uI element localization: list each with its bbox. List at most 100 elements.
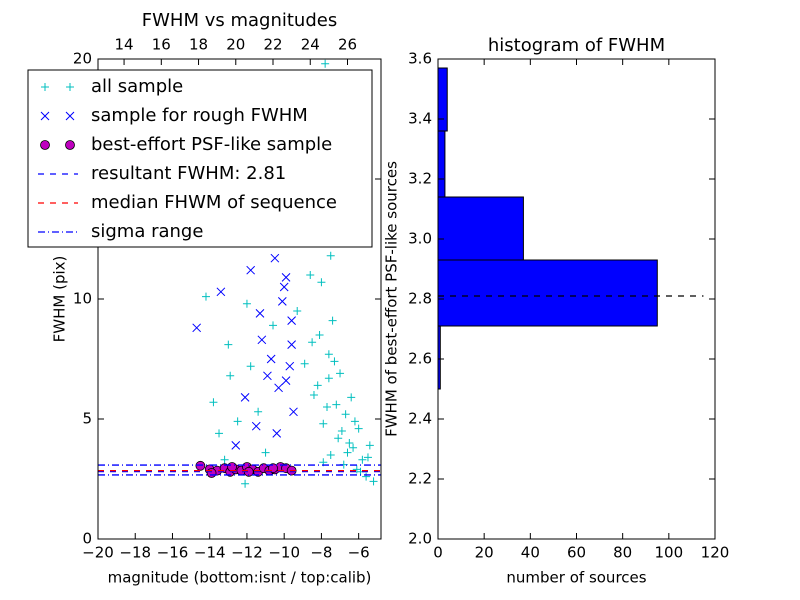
plus-marker: [350, 417, 359, 426]
y-tick-label: 3.6: [408, 50, 432, 68]
cross-marker: [65, 111, 75, 121]
cross-marker: [255, 309, 265, 318]
chart-title: FWHM vs magnitudes: [142, 10, 337, 31]
plus-marker: [66, 83, 74, 91]
cross-marker: [270, 253, 280, 263]
plus-marker: [209, 398, 218, 407]
plus-marker: [319, 419, 328, 428]
plus-marker: [354, 424, 363, 433]
plus-marker: [315, 331, 324, 339]
x-tick-label: −16: [157, 544, 189, 562]
cross-marker: [246, 265, 256, 275]
y-axis-label: FWHM (pix): [51, 256, 69, 343]
y-tick-label: 5: [82, 410, 92, 428]
cross-marker: [272, 429, 282, 438]
legend-label: best-effort PSF-like sample: [91, 134, 332, 155]
x-tick-label: −10: [268, 544, 300, 562]
y-tick-label: 2.4: [408, 410, 432, 428]
plus-marker: [293, 307, 302, 315]
plus-marker: [242, 299, 251, 308]
y-tick-label: 2.6: [408, 350, 432, 368]
plus-marker: [254, 407, 263, 416]
plus-marker: [358, 455, 367, 464]
x-tick-label: −6: [348, 544, 370, 562]
plus-marker: [326, 251, 335, 260]
plus-marker: [246, 362, 255, 371]
cross-marker: [277, 297, 287, 306]
cross-marker: [289, 407, 298, 417]
plus-marker: [233, 417, 242, 426]
cross-marker: [40, 111, 50, 121]
plus-marker: [323, 403, 332, 411]
cross-marker: [279, 282, 289, 292]
x2-tick-label: 24: [301, 36, 320, 54]
plus-marker: [300, 359, 309, 368]
x-tick-label: 0: [433, 544, 443, 562]
plus-marker: [347, 393, 356, 402]
y-tick-label: 2.0: [408, 530, 432, 548]
cross-marker: [240, 393, 250, 402]
x-axis-label: magnitude (bottom:isnt / top:calib): [108, 569, 372, 587]
cross-marker: [263, 371, 272, 381]
plus-marker: [341, 410, 350, 419]
histogram-bar: [437, 130, 446, 198]
plus-marker: [328, 316, 337, 325]
plus-marker: [326, 451, 335, 459]
x-axis-label: number of sources: [506, 569, 646, 587]
x2-tick-label: 14: [115, 36, 134, 54]
plus-marker: [365, 441, 374, 450]
plus-marker: [41, 83, 49, 91]
legend-label: resultant FWHM: 2.81: [91, 163, 286, 184]
plus-marker: [321, 59, 330, 68]
legend-label: sigma range: [91, 221, 203, 242]
plus-marker: [306, 271, 315, 279]
plus-marker: [215, 429, 224, 438]
x-tick-label: 120: [701, 544, 730, 562]
cross-marker: [281, 376, 291, 385]
histogram-bar: [437, 67, 448, 132]
x-tick-label: 80: [613, 544, 632, 562]
plus-marker: [309, 391, 318, 399]
cross-marker: [257, 335, 267, 345]
plus-marker: [369, 477, 378, 486]
x2-tick-label: 22: [263, 36, 282, 54]
plus-marker: [362, 472, 371, 481]
x-tick-label: 40: [521, 544, 540, 562]
cross-marker: [216, 287, 226, 297]
y-tick-label: 2.8: [408, 290, 432, 308]
y-tick-label: 0: [82, 530, 92, 548]
plus-marker: [241, 479, 250, 488]
plus-marker: [220, 455, 229, 464]
chart-title: histogram of FWHM: [488, 35, 665, 56]
cross-marker: [287, 316, 296, 325]
legend-label: sample for rough FWHM: [91, 105, 308, 126]
x2-tick-label: 26: [338, 36, 357, 54]
histogram-bar: [437, 259, 658, 327]
circle-marker: [195, 460, 206, 471]
y-tick-label: 2.2: [408, 470, 432, 488]
x-tick-label: −18: [119, 544, 151, 562]
plus-marker: [345, 439, 354, 447]
x2-tick-label: 16: [152, 36, 171, 54]
plus-marker: [261, 448, 270, 457]
y-tick-label: 3.4: [408, 110, 432, 128]
legend-label: median FHWM of sequence: [91, 192, 337, 213]
y-axis-label: FWHM of best-effort PSF-like sources: [383, 161, 401, 437]
plus-marker: [330, 357, 339, 366]
histogram-bar: [437, 196, 524, 261]
plus-marker: [324, 350, 333, 359]
plus-marker: [317, 278, 326, 287]
plus-marker: [343, 448, 352, 457]
plus-marker: [363, 453, 372, 462]
plus-marker: [226, 371, 235, 380]
x2-tick-label: 20: [226, 36, 245, 54]
circle-marker: [40, 140, 50, 150]
cross-marker: [274, 383, 283, 393]
cross-marker: [285, 361, 295, 371]
y-tick-label: 10: [73, 290, 92, 308]
cross-marker: [192, 323, 202, 333]
plus-marker: [308, 338, 317, 347]
y-tick-label: 3.0: [408, 230, 432, 248]
cross-marker: [287, 340, 296, 349]
